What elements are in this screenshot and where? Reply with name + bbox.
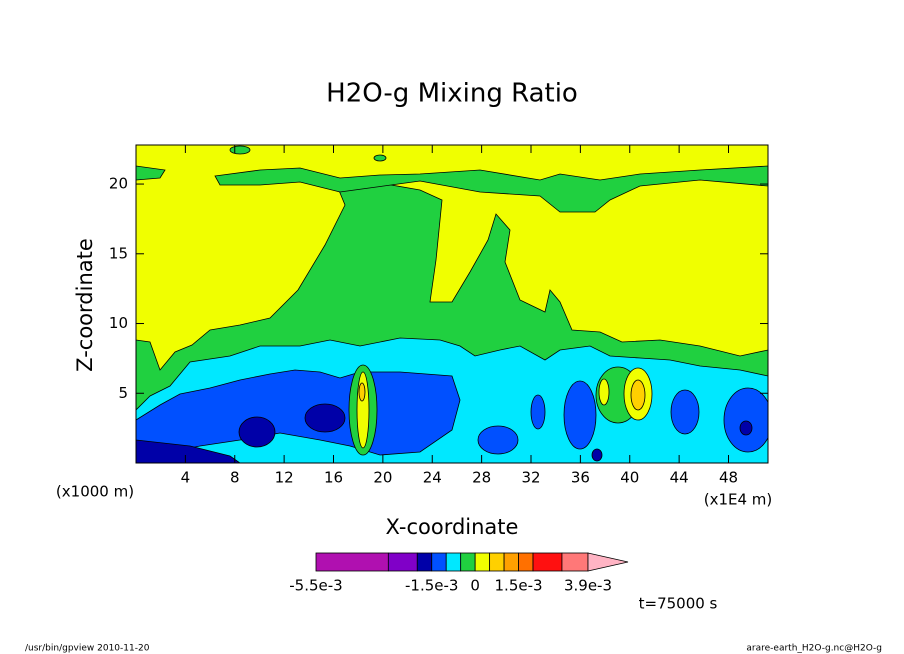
contour-region bbox=[136, 165, 166, 181]
y-tick-label: 15 bbox=[109, 244, 128, 262]
y-unit: (x1000 m) bbox=[56, 483, 134, 501]
colorbar-segment bbox=[561, 552, 589, 572]
contour-region bbox=[739, 420, 753, 436]
colorbar-segment bbox=[445, 552, 462, 572]
colorbar-segment bbox=[532, 552, 563, 572]
x-tick-label: 4 bbox=[181, 469, 191, 487]
x-tick-label: 24 bbox=[423, 469, 442, 487]
colorbar-segment bbox=[460, 552, 476, 572]
contour-region bbox=[591, 448, 603, 462]
colorbar-tick-label: 1.5e-3 bbox=[495, 577, 543, 595]
x-unit: (x1E4 m) bbox=[704, 491, 773, 509]
plot-frame bbox=[135, 144, 769, 464]
colorbar-tick-label: 3.9e-3 bbox=[564, 577, 612, 595]
time-label: t=75000 s bbox=[639, 595, 718, 613]
y-tick-label: 5 bbox=[118, 384, 128, 402]
x-tick-label: 28 bbox=[472, 469, 491, 487]
y-tick-label: 10 bbox=[109, 314, 128, 332]
chart-title: H2O-g Mixing Ratio bbox=[326, 79, 578, 109]
x-tick-label: 40 bbox=[620, 469, 639, 487]
x-tick-label: 20 bbox=[373, 469, 392, 487]
colorbar-tick-label: 0 bbox=[470, 577, 480, 595]
x-tick-label: 48 bbox=[719, 469, 738, 487]
contour-region bbox=[630, 379, 646, 411]
contour-field bbox=[136, 145, 768, 463]
contour-region bbox=[214, 165, 768, 213]
x-tick-label: 12 bbox=[275, 469, 294, 487]
contour-region bbox=[670, 389, 700, 435]
colorbar-segment bbox=[315, 552, 389, 572]
y-axis-label: Z-coordinate bbox=[73, 238, 97, 372]
colorbar-tick-label: -5.5e-3 bbox=[289, 577, 342, 595]
colorbar-over bbox=[587, 552, 629, 572]
contour-region bbox=[598, 378, 610, 406]
contour-region bbox=[238, 416, 276, 448]
colorbar-segment bbox=[503, 552, 519, 572]
colorbar-segment bbox=[518, 552, 534, 572]
contour-region bbox=[229, 145, 251, 155]
contour-region bbox=[304, 403, 346, 433]
y-tick-label: 20 bbox=[109, 175, 128, 193]
colorbar-segment bbox=[387, 552, 418, 572]
footer-right: arare-earth_H2O-g.nc@H2O-g bbox=[746, 644, 882, 654]
contour-region bbox=[477, 425, 519, 455]
x-tick-label: 16 bbox=[324, 469, 343, 487]
contour-region bbox=[530, 394, 546, 430]
colorbar-segment bbox=[474, 552, 491, 572]
contour-region bbox=[563, 380, 597, 450]
colorbar-segment bbox=[416, 552, 433, 572]
footer-left: /usr/bin/gpview 2010-11-20 bbox=[25, 644, 150, 654]
x-tick-label: 32 bbox=[521, 469, 540, 487]
colorbar-tick-label: -1.5e-3 bbox=[405, 577, 458, 595]
contour-region bbox=[358, 382, 366, 402]
colorbar-segment bbox=[431, 552, 447, 572]
contour-region bbox=[373, 154, 387, 162]
x-axis-label: X-coordinate bbox=[386, 515, 519, 539]
contour-region bbox=[723, 387, 768, 453]
x-tick-label: 44 bbox=[670, 469, 689, 487]
colorbar-segment bbox=[489, 552, 505, 572]
x-tick-label: 8 bbox=[230, 469, 240, 487]
x-tick-label: 36 bbox=[571, 469, 590, 487]
